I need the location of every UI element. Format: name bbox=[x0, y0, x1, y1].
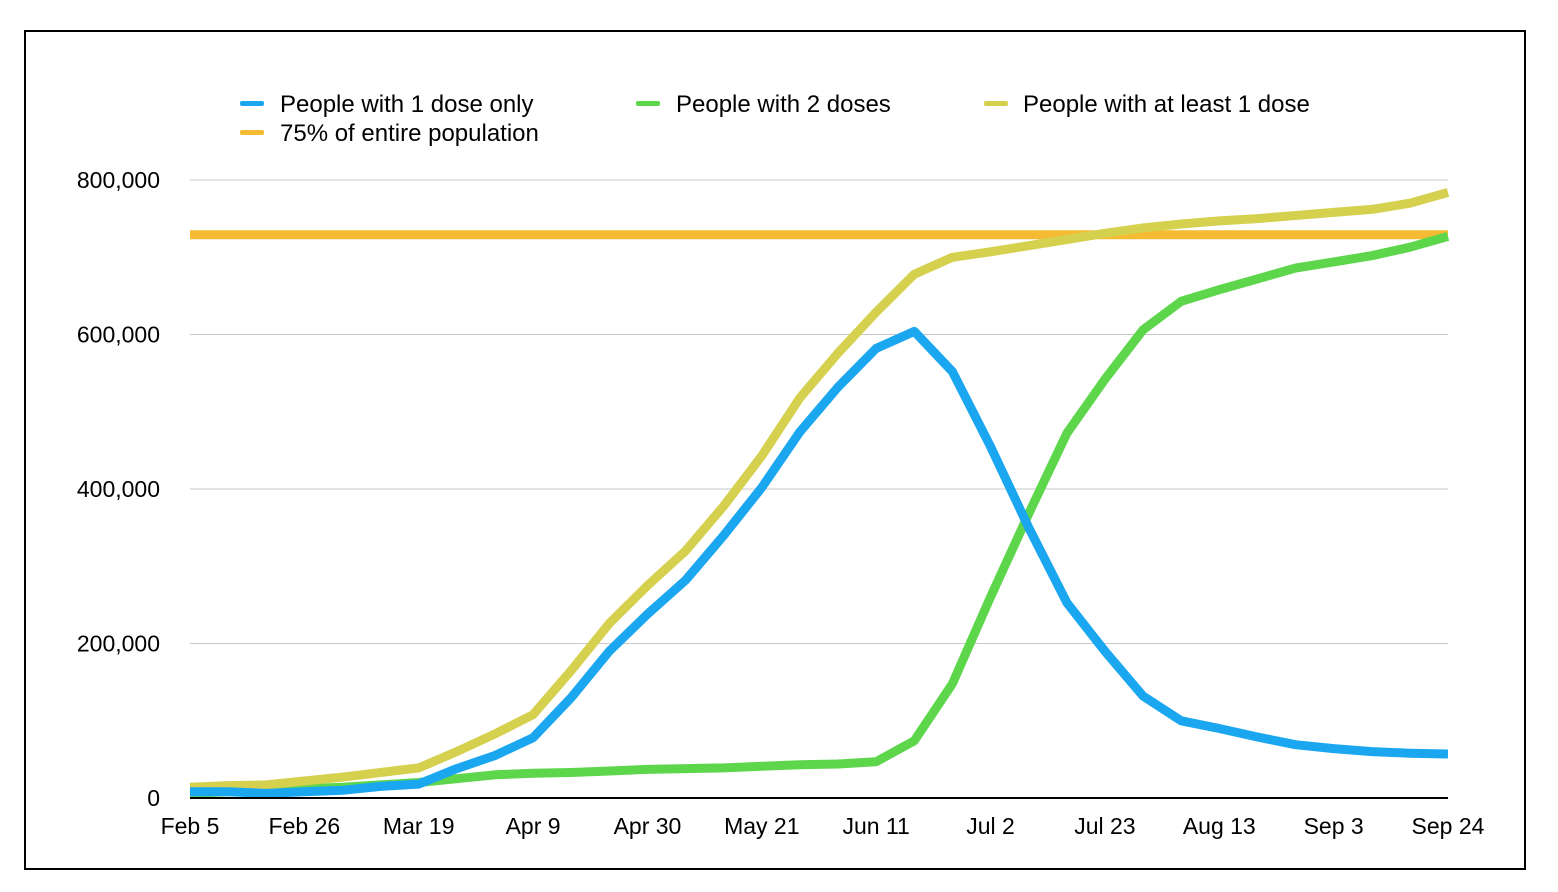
x-tick-label: Sep 24 bbox=[1412, 813, 1485, 839]
x-tick-label: Aug 13 bbox=[1183, 813, 1256, 839]
x-tick-label: Jul 23 bbox=[1074, 813, 1135, 839]
x-tick-label: Feb 5 bbox=[161, 813, 220, 839]
legend-item-2-doses: People with 2 doses bbox=[636, 91, 891, 118]
legend-item-at-least-1-dose: People with at least 1 dose bbox=[984, 91, 1310, 118]
series-line-2-doses bbox=[189, 232, 1450, 798]
legend-swatch bbox=[984, 101, 1008, 106]
y-tick-label: 800,000 bbox=[77, 167, 160, 193]
legend-label: People with 1 dose only bbox=[280, 91, 534, 118]
legend-label: People with at least 1 dose bbox=[1023, 91, 1310, 118]
legend-swatch bbox=[240, 130, 264, 135]
x-tick-label: Jul 2 bbox=[966, 813, 1015, 839]
x-tick-label: Jun 11 bbox=[843, 813, 910, 839]
legend-swatch bbox=[636, 101, 660, 106]
legend-label: People with 2 doses bbox=[676, 91, 891, 118]
legend-label: 75% of entire population bbox=[280, 120, 539, 147]
legend-item-75-percent-population: 75% of entire population bbox=[240, 120, 539, 147]
series-line-1-dose-only bbox=[190, 326, 1449, 798]
y-tick-label: 600,000 bbox=[77, 322, 160, 348]
y-tick-label: 400,000 bbox=[77, 476, 160, 502]
x-tick-label: Mar 19 bbox=[383, 813, 455, 839]
x-axis-tick-labels: Feb 5 Feb 26 Mar 19 Apr 9 Apr 30 May 21 Jun 11… bbox=[161, 813, 1485, 839]
x-tick-label: May 21 bbox=[724, 813, 799, 839]
series-lines bbox=[189, 188, 1450, 798]
legend: People with 1 dose only People with 2 do… bbox=[240, 91, 1310, 147]
x-tick-label: Apr 30 bbox=[614, 813, 682, 839]
y-tick-label: 0 bbox=[147, 785, 160, 811]
x-tick-label: Feb 26 bbox=[269, 813, 341, 839]
gridlines bbox=[190, 179, 1448, 644]
x-tick-label: Sep 3 bbox=[1304, 813, 1364, 839]
y-axis-tick-labels: 0 200,000 400,000 600,000 800,000 bbox=[77, 167, 160, 811]
series-line-at-least-1-dose bbox=[189, 188, 1450, 792]
chart-frame bbox=[24, 30, 1526, 870]
legend-item-1-dose-only: People with 1 dose only bbox=[240, 91, 534, 118]
y-tick-label: 200,000 bbox=[77, 631, 160, 657]
x-tick-label: Apr 9 bbox=[506, 813, 561, 839]
legend-swatch bbox=[240, 101, 264, 106]
